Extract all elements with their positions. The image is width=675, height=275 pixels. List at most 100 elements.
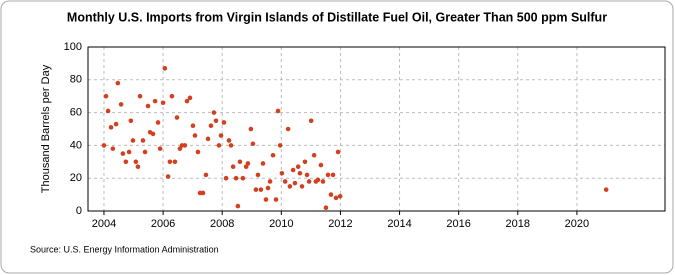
y-tick-label: 0 bbox=[76, 205, 82, 217]
point bbox=[203, 172, 209, 178]
point bbox=[155, 120, 161, 125]
point bbox=[302, 159, 308, 165]
point bbox=[245, 161, 251, 166]
point bbox=[216, 143, 222, 148]
point bbox=[108, 125, 114, 130]
point bbox=[290, 167, 296, 173]
point bbox=[115, 80, 121, 86]
x-tick-label: 2010 bbox=[269, 218, 293, 230]
point bbox=[311, 152, 317, 158]
point bbox=[128, 118, 134, 124]
point bbox=[335, 149, 341, 155]
point bbox=[113, 121, 119, 127]
point bbox=[603, 187, 609, 192]
point bbox=[325, 172, 331, 178]
point bbox=[126, 149, 132, 155]
point bbox=[304, 172, 310, 178]
x-tick-label: 2014 bbox=[387, 218, 411, 230]
point bbox=[282, 179, 288, 184]
x-tick-label: 2004 bbox=[92, 218, 116, 230]
point bbox=[248, 126, 254, 132]
point bbox=[187, 95, 193, 101]
point bbox=[323, 205, 329, 211]
point bbox=[152, 98, 158, 104]
source: Source: U.S. Energy Information Administ… bbox=[30, 244, 219, 254]
y-tick-label: 80 bbox=[70, 74, 82, 86]
point bbox=[160, 100, 166, 106]
x-tick-label: 2008 bbox=[210, 218, 234, 230]
point bbox=[287, 184, 293, 189]
x-tick-label: 2016 bbox=[446, 218, 470, 230]
point bbox=[174, 115, 180, 120]
x-tick-label: 2020 bbox=[565, 218, 589, 230]
y-tick-label: 100 bbox=[64, 41, 82, 53]
plot-area bbox=[87, 46, 666, 212]
point bbox=[135, 164, 141, 170]
point bbox=[200, 190, 206, 196]
point bbox=[208, 123, 214, 129]
point bbox=[260, 161, 266, 166]
x-tick-label: 2006 bbox=[151, 218, 175, 230]
point bbox=[273, 197, 279, 202]
point bbox=[142, 149, 148, 155]
point bbox=[150, 131, 156, 137]
point bbox=[205, 136, 211, 142]
point bbox=[133, 159, 139, 165]
chart-title: Monthly U.S. Imports from Virgin Islands… bbox=[67, 10, 607, 24]
point bbox=[285, 126, 291, 132]
point bbox=[192, 133, 198, 138]
point bbox=[255, 172, 261, 178]
point bbox=[140, 138, 146, 143]
point bbox=[145, 103, 151, 109]
point bbox=[218, 133, 224, 138]
point bbox=[213, 118, 219, 124]
point bbox=[162, 66, 168, 71]
point bbox=[240, 175, 246, 181]
point bbox=[235, 203, 241, 209]
y-tick-label: 60 bbox=[70, 107, 82, 119]
point bbox=[306, 179, 312, 184]
point bbox=[337, 193, 343, 199]
point bbox=[258, 187, 264, 192]
x-tick-label: 2018 bbox=[506, 218, 530, 230]
point bbox=[211, 110, 217, 115]
point bbox=[118, 102, 124, 107]
point bbox=[195, 149, 201, 155]
point bbox=[130, 138, 136, 143]
y-tick-label: 20 bbox=[70, 172, 82, 184]
point bbox=[233, 175, 239, 181]
point bbox=[223, 175, 229, 181]
point bbox=[315, 177, 321, 183]
point bbox=[267, 179, 273, 184]
point bbox=[279, 170, 285, 176]
point bbox=[228, 143, 234, 148]
point bbox=[182, 143, 188, 148]
y-axis-label: Thousand Barrels per Day bbox=[40, 64, 52, 193]
point bbox=[308, 118, 314, 124]
point bbox=[172, 159, 178, 165]
point bbox=[277, 143, 283, 148]
point bbox=[177, 146, 183, 151]
point bbox=[190, 123, 196, 129]
point bbox=[275, 108, 281, 114]
point bbox=[263, 197, 269, 202]
point bbox=[297, 170, 303, 176]
point bbox=[265, 185, 271, 191]
point bbox=[226, 138, 232, 143]
x-tick-label: 2012 bbox=[328, 218, 352, 230]
point bbox=[333, 195, 339, 201]
point bbox=[318, 162, 324, 168]
point bbox=[295, 164, 301, 170]
point bbox=[157, 146, 163, 151]
point bbox=[184, 98, 190, 104]
point bbox=[270, 152, 276, 158]
point bbox=[101, 143, 107, 148]
point bbox=[330, 172, 336, 178]
point bbox=[120, 151, 126, 156]
point bbox=[253, 187, 259, 192]
point bbox=[105, 108, 111, 114]
point bbox=[320, 179, 326, 184]
point bbox=[250, 141, 256, 147]
